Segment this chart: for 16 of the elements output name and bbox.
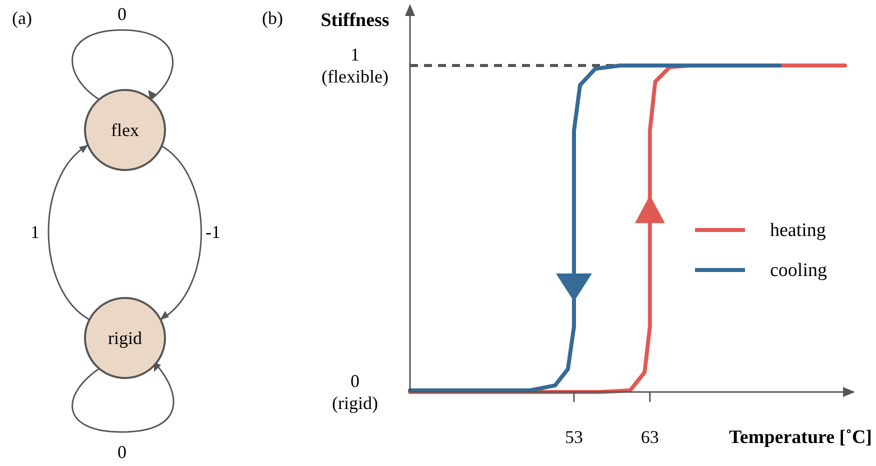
text: flex [111, 120, 139, 140]
y-tick-label: 0 (rigid) [332, 371, 378, 413]
x-tick-label: 53 [564, 427, 583, 447]
text: 0 [118, 4, 126, 24]
x-tick-label: 63 [640, 427, 659, 447]
legend-label: heating [770, 220, 826, 241]
text: 1 [30, 222, 40, 242]
text: -1 [206, 222, 220, 242]
x-axis-title: Temperature [˚C] [729, 427, 872, 448]
y-axis-title: Stiffness [320, 10, 390, 31]
legend-label: cooling [770, 260, 828, 281]
text: (a) [12, 8, 32, 28]
text: 0 [118, 442, 126, 462]
text: rigid [108, 328, 142, 348]
y-tick-label: 1 (flexible) [322, 44, 388, 87]
chart-title: (b) [262, 8, 283, 28]
